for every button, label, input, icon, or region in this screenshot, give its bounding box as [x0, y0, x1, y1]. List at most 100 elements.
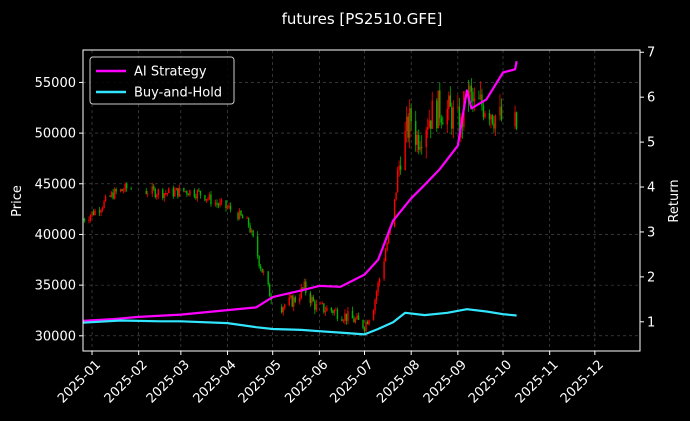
candle [357, 312, 360, 321]
candle-body [427, 127, 429, 130]
candle-body [262, 271, 265, 273]
candle [103, 200, 105, 209]
candle-body [165, 193, 167, 195]
candle [425, 126, 427, 159]
candle-body [162, 189, 164, 199]
candle [299, 293, 301, 305]
candle [226, 204, 229, 210]
candle [419, 140, 421, 153]
candle-body [493, 123, 495, 129]
candle [214, 199, 217, 207]
candle [431, 91, 433, 129]
candle-body [416, 135, 418, 145]
candle-body [290, 295, 292, 298]
candle [356, 313, 358, 320]
candle-body [210, 194, 212, 205]
candle [294, 295, 296, 304]
candle-body [478, 98, 480, 100]
candle-body [365, 321, 367, 332]
candle [351, 306, 354, 319]
candle [421, 135, 423, 155]
candle-body [193, 190, 196, 197]
candle [320, 301, 322, 305]
candle-body [237, 212, 239, 220]
candle-body [414, 121, 417, 145]
candle-body [252, 230, 254, 237]
candle-body [356, 315, 358, 319]
candle [383, 258, 385, 282]
candle [405, 106, 408, 143]
candle [378, 277, 381, 287]
y-axis-label: Price [10, 185, 25, 217]
candle [121, 188, 123, 192]
candle-body [323, 303, 325, 313]
candle [377, 280, 379, 297]
chart-title: futures [PS2510.GFE] [282, 10, 443, 28]
candle-body [387, 233, 390, 244]
candle-body [153, 186, 155, 189]
candle-body [302, 287, 304, 289]
candle-body [431, 100, 433, 129]
candle [446, 99, 449, 134]
candle-body [204, 195, 206, 201]
candle [252, 229, 254, 238]
candle [172, 185, 175, 199]
candle [399, 156, 402, 175]
candle [375, 289, 378, 305]
candle-body [291, 295, 293, 307]
candle-body [258, 255, 260, 267]
y2-tick-label: 5 [647, 136, 655, 151]
candle [261, 268, 263, 273]
candle-body [151, 186, 153, 194]
candle [165, 189, 167, 196]
candle [341, 316, 343, 322]
candle-body [408, 108, 411, 138]
candle-body [119, 189, 122, 192]
candle [395, 192, 397, 201]
plot-frame [82, 49, 641, 352]
candle-body [226, 207, 229, 209]
candle-body [94, 210, 96, 215]
candle-body [398, 165, 400, 171]
candle-body [374, 299, 376, 311]
candle-body [335, 309, 337, 311]
y-tick-label: 30000 [35, 329, 76, 344]
candle-body [256, 236, 259, 256]
candle-body [399, 165, 402, 170]
candle-body [189, 190, 191, 196]
candle [494, 114, 497, 137]
candle [187, 193, 190, 196]
candle-body [448, 95, 450, 110]
y-tick-label: 35000 [35, 279, 76, 294]
candle-body [494, 115, 497, 129]
candle [238, 208, 241, 220]
candle-body [451, 106, 453, 129]
candle-body [238, 210, 241, 220]
y-tick-label: 50000 [35, 127, 76, 142]
candle-body [473, 98, 476, 102]
candle-body [315, 304, 318, 310]
candle [430, 120, 432, 139]
candle [493, 115, 495, 133]
candle-body [113, 189, 116, 199]
candle-body [449, 95, 452, 107]
candle [196, 189, 199, 202]
candle [199, 190, 202, 199]
candle-body [196, 190, 199, 199]
candle-body [345, 313, 348, 321]
candle [300, 284, 302, 300]
candle-body [195, 196, 197, 199]
candle [315, 299, 318, 312]
candle-body [446, 109, 449, 125]
candle-body [115, 189, 117, 192]
candle [210, 191, 212, 207]
candle [258, 255, 260, 269]
candle [250, 228, 253, 234]
candle-body [347, 310, 349, 321]
candle-body [147, 193, 149, 195]
candle-body [377, 282, 379, 293]
candle [288, 292, 290, 307]
candle-body [241, 215, 244, 219]
candle-body [309, 292, 312, 303]
candle [449, 86, 452, 107]
